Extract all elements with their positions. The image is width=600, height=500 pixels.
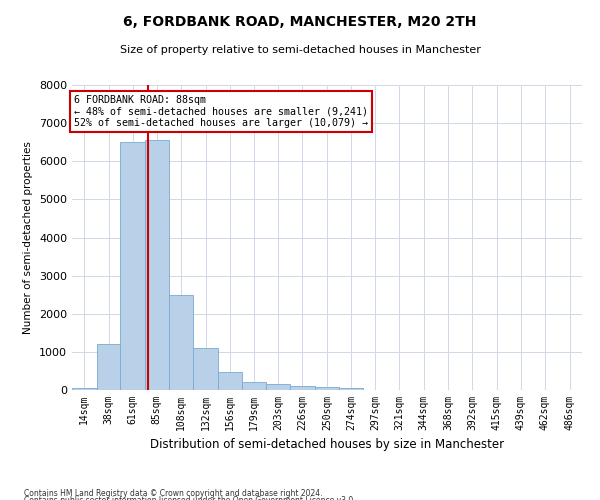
Y-axis label: Number of semi-detached properties: Number of semi-detached properties <box>23 141 34 334</box>
X-axis label: Distribution of semi-detached houses by size in Manchester: Distribution of semi-detached houses by … <box>150 438 504 452</box>
Text: Contains HM Land Registry data © Crown copyright and database right 2024.: Contains HM Land Registry data © Crown c… <box>24 488 323 498</box>
Bar <box>242 382 266 390</box>
Bar <box>145 140 169 390</box>
Bar <box>218 372 242 390</box>
Bar <box>193 348 218 390</box>
Bar <box>121 142 145 390</box>
Bar <box>340 388 363 390</box>
Text: 6, FORDBANK ROAD, MANCHESTER, M20 2TH: 6, FORDBANK ROAD, MANCHESTER, M20 2TH <box>124 15 476 29</box>
Bar <box>169 294 193 390</box>
Bar <box>266 384 290 390</box>
Text: Size of property relative to semi-detached houses in Manchester: Size of property relative to semi-detach… <box>119 45 481 55</box>
Text: 6 FORDBANK ROAD: 88sqm
← 48% of semi-detached houses are smaller (9,241)
52% of : 6 FORDBANK ROAD: 88sqm ← 48% of semi-det… <box>74 94 368 128</box>
Bar <box>290 386 314 390</box>
Bar <box>72 388 97 390</box>
Text: Contains public sector information licensed under the Open Government Licence v3: Contains public sector information licen… <box>24 496 356 500</box>
Bar <box>97 344 121 390</box>
Bar <box>314 387 340 390</box>
